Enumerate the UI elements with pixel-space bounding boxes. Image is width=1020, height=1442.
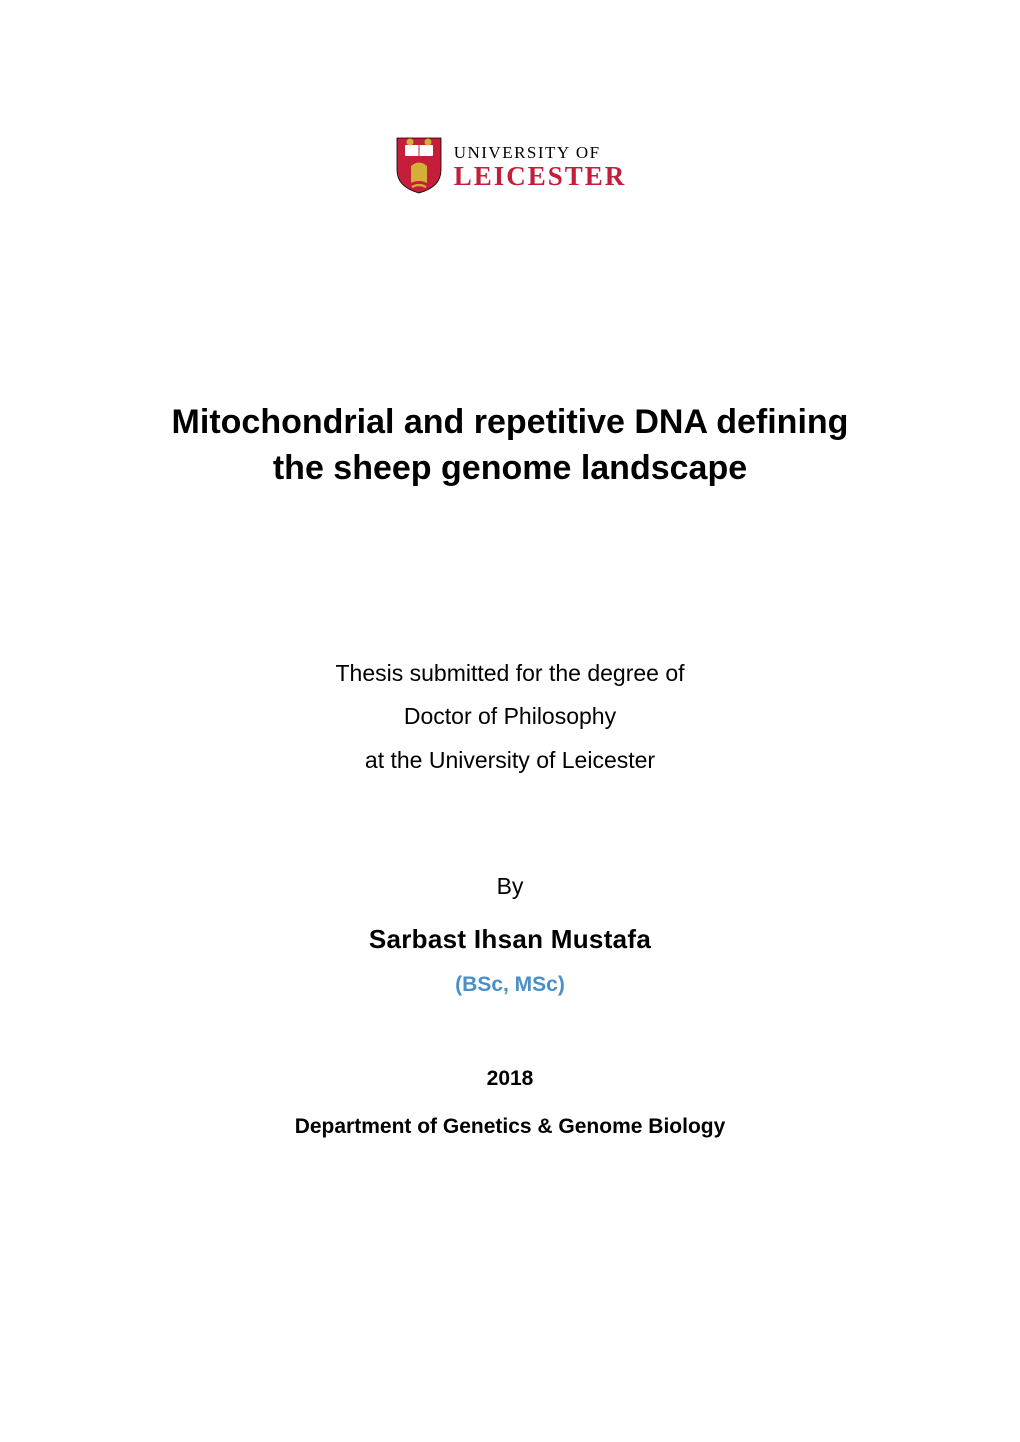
shield-crest-icon xyxy=(394,135,444,200)
by-label: By xyxy=(120,873,900,900)
submission-statement: Thesis submitted for the degree of Docto… xyxy=(120,652,900,783)
thesis-title: Mitochondrial and repetitive DNA definin… xyxy=(120,400,900,492)
university-logo-text: UNIVERSITY OF LEICESTER xyxy=(454,144,627,190)
logo-line-2: LEICESTER xyxy=(454,162,627,190)
author-name: Sarbast Ihsan Mustafa xyxy=(120,924,900,955)
submission-line-3: at the University of Leicester xyxy=(120,739,900,783)
title-line-1: Mitochondrial and repetitive DNA definin… xyxy=(172,403,849,441)
author-degrees: (BSc, MSc) xyxy=(120,973,900,997)
thesis-year: 2018 xyxy=(120,1067,900,1091)
department-name: Department of Genetics & Genome Biology xyxy=(120,1115,900,1139)
logo-line-1: UNIVERSITY OF xyxy=(454,144,601,162)
university-logo-block: UNIVERSITY OF LEICESTER xyxy=(120,135,900,200)
submission-line-2: Doctor of Philosophy xyxy=(120,695,900,739)
university-logo: UNIVERSITY OF LEICESTER xyxy=(394,135,627,200)
thesis-title-page: UNIVERSITY OF LEICESTER Mitochondrial an… xyxy=(0,0,1020,1442)
title-line-2: the sheep genome landscape xyxy=(273,449,747,487)
submission-line-1: Thesis submitted for the degree of xyxy=(120,652,900,696)
